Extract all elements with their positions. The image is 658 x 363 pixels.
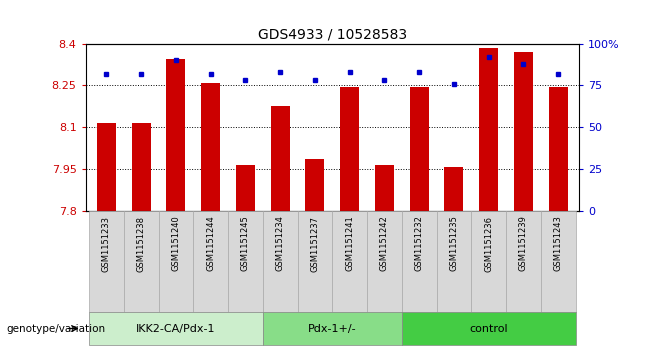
Text: GSM1151245: GSM1151245: [241, 216, 250, 272]
Bar: [193, 211, 228, 312]
Text: GSM1151237: GSM1151237: [311, 216, 319, 272]
Text: GSM1151239: GSM1151239: [519, 216, 528, 272]
Bar: [263, 312, 402, 345]
Bar: [332, 211, 367, 312]
Text: genotype/variation: genotype/variation: [7, 323, 106, 334]
Bar: [89, 211, 124, 312]
Bar: [375, 165, 394, 211]
Bar: [124, 211, 159, 312]
Text: GSM1151236: GSM1151236: [484, 216, 494, 272]
Bar: [270, 106, 290, 211]
Bar: [479, 48, 498, 211]
Text: GSM1151234: GSM1151234: [276, 216, 285, 272]
Bar: [514, 52, 533, 211]
Bar: [305, 159, 324, 211]
Bar: [263, 211, 297, 312]
Text: GSM1151235: GSM1151235: [449, 216, 459, 272]
Text: GSM1151238: GSM1151238: [137, 216, 145, 272]
Text: GSM1151242: GSM1151242: [380, 216, 389, 272]
Text: GSM1151232: GSM1151232: [415, 216, 424, 272]
Text: IKK2-CA/Pdx-1: IKK2-CA/Pdx-1: [136, 323, 216, 334]
Bar: [541, 211, 576, 312]
Title: GDS4933 / 10528583: GDS4933 / 10528583: [258, 27, 407, 41]
Bar: [159, 211, 193, 312]
Bar: [410, 87, 429, 211]
Bar: [340, 87, 359, 211]
Bar: [402, 211, 436, 312]
Text: GSM1151244: GSM1151244: [206, 216, 215, 272]
Bar: [201, 82, 220, 211]
Text: GSM1151241: GSM1151241: [345, 216, 354, 272]
Bar: [367, 211, 402, 312]
Bar: [236, 165, 255, 211]
Bar: [549, 87, 568, 211]
Bar: [297, 211, 332, 312]
Bar: [166, 59, 186, 211]
Text: GSM1151243: GSM1151243: [553, 216, 563, 272]
Bar: [132, 123, 151, 211]
Bar: [228, 211, 263, 312]
Bar: [506, 211, 541, 312]
Bar: [89, 312, 263, 345]
Text: GSM1151240: GSM1151240: [171, 216, 180, 272]
Text: GSM1151233: GSM1151233: [102, 216, 111, 272]
Bar: [402, 312, 576, 345]
Text: control: control: [469, 323, 508, 334]
Bar: [444, 167, 463, 211]
Bar: [97, 123, 116, 211]
Bar: [471, 211, 506, 312]
Text: Pdx-1+/-: Pdx-1+/-: [308, 323, 357, 334]
Bar: [436, 211, 471, 312]
